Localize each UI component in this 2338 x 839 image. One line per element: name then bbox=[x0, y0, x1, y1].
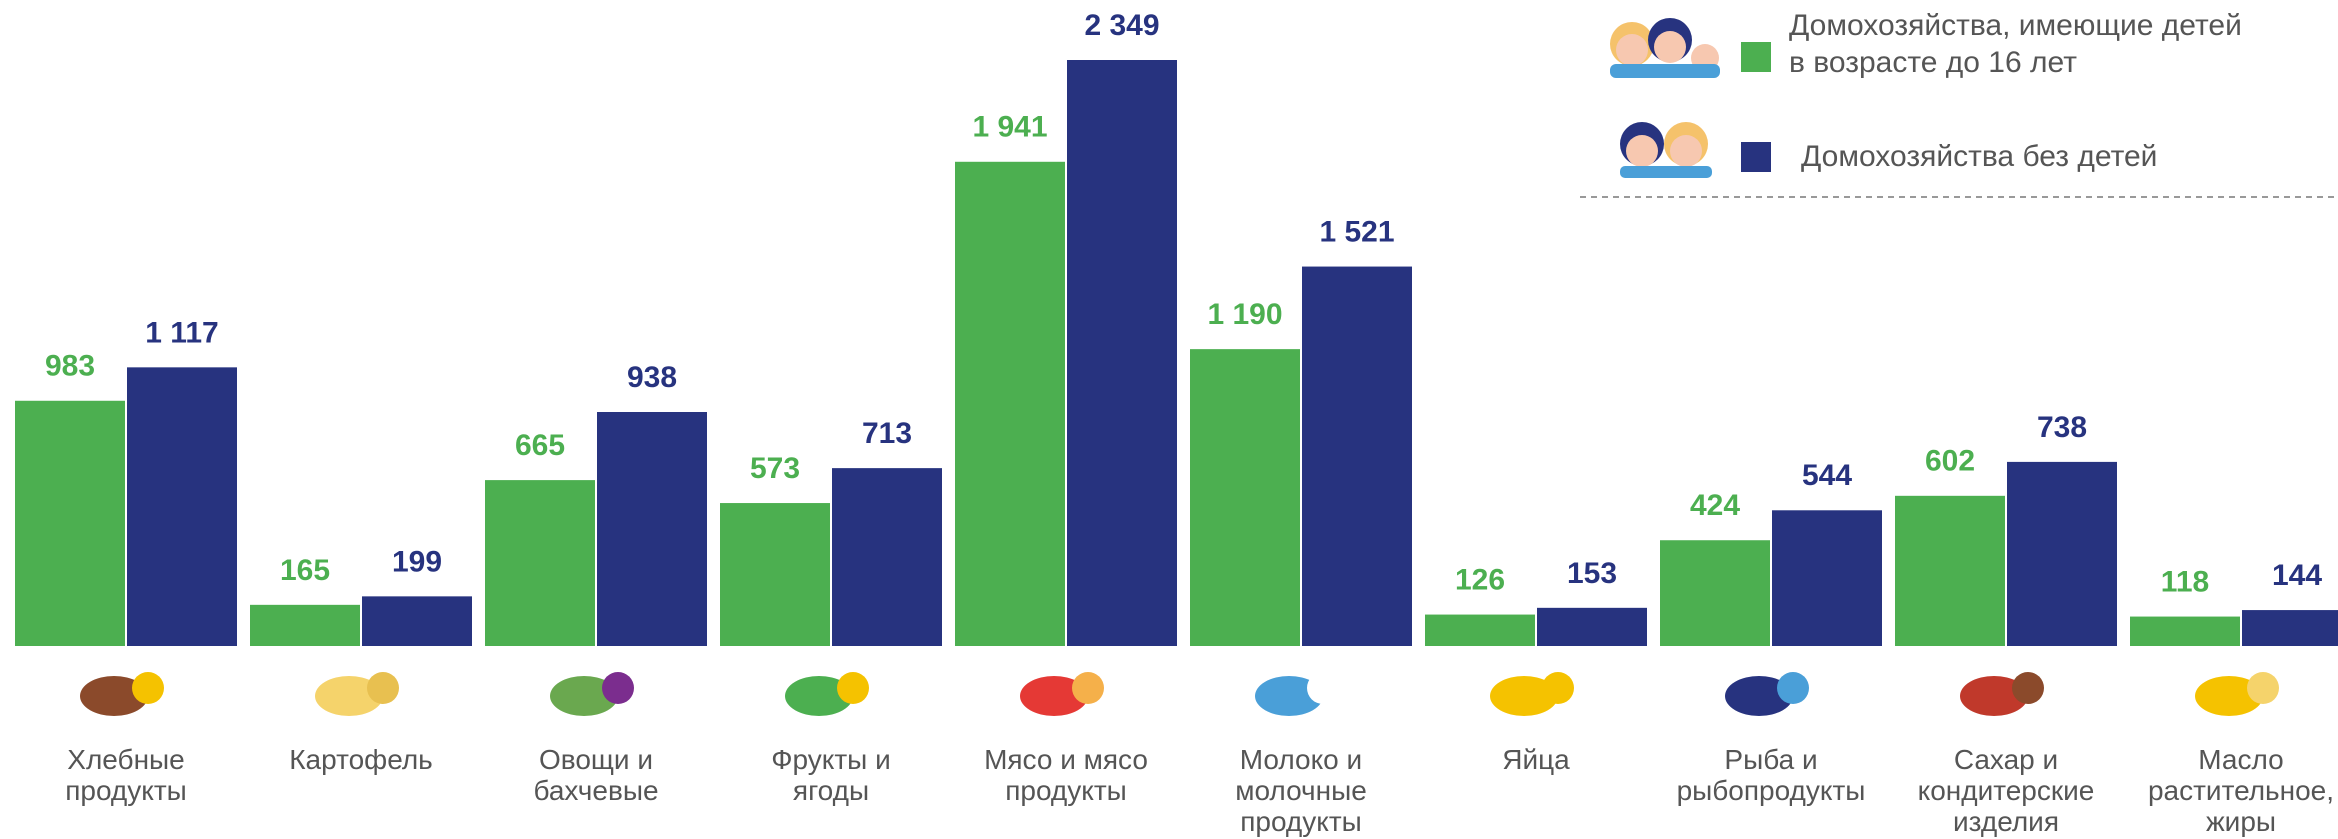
category-label: Молоко и молочные продукты bbox=[1235, 744, 1367, 837]
bar bbox=[485, 480, 595, 646]
value-label: 1 117 bbox=[145, 316, 218, 349]
bar bbox=[2242, 610, 2338, 646]
value-label: 1 521 bbox=[1319, 215, 1394, 248]
icon-shape bbox=[1072, 672, 1104, 704]
value-label: 2 349 bbox=[1084, 9, 1159, 42]
icon-shape bbox=[367, 672, 399, 704]
category-icon bbox=[1490, 672, 1574, 716]
category-label: Фрукты и ягоды bbox=[771, 744, 890, 806]
icon-shape bbox=[1777, 672, 1809, 704]
value-label: 199 bbox=[392, 545, 442, 578]
category-label: Яйца bbox=[1502, 744, 1570, 775]
icon-shape bbox=[1725, 676, 1793, 716]
icon-shape bbox=[80, 676, 148, 716]
category-label: Масло растительное, жиры bbox=[2148, 744, 2334, 837]
bar bbox=[127, 367, 237, 646]
legend-label: Домохозяйства без детей bbox=[1801, 140, 2157, 173]
category-icon bbox=[550, 672, 634, 716]
value-label: 544 bbox=[1802, 459, 1852, 492]
icon-shape bbox=[1020, 676, 1088, 716]
value-label: 983 bbox=[45, 350, 95, 383]
category-icon bbox=[1020, 672, 1104, 716]
category-label: Картофель bbox=[289, 744, 433, 775]
icon-shape bbox=[315, 676, 383, 716]
value-label: 118 bbox=[2161, 565, 2209, 598]
legend-icon-couple bbox=[1620, 122, 1712, 178]
value-label: 126 bbox=[1455, 563, 1505, 596]
value-label: 938 bbox=[627, 361, 677, 394]
icon-shape bbox=[1542, 672, 1574, 704]
icon-shape bbox=[1960, 676, 2028, 716]
bar bbox=[15, 400, 125, 646]
value-label: 424 bbox=[1690, 489, 1740, 522]
bar bbox=[250, 604, 360, 646]
bar bbox=[597, 411, 707, 646]
category-icon bbox=[315, 672, 399, 716]
icon-shape bbox=[2195, 676, 2263, 716]
legend-swatch bbox=[1741, 42, 1771, 72]
bar bbox=[2130, 616, 2240, 646]
bar bbox=[1660, 540, 1770, 646]
bar bbox=[1190, 349, 1300, 646]
bar bbox=[1537, 607, 1647, 646]
legend-label: Домохозяйства, имеющие детей в возрасте д… bbox=[1789, 9, 2242, 79]
bar bbox=[832, 468, 942, 646]
category-icon bbox=[785, 672, 869, 716]
icon-shape bbox=[2247, 672, 2279, 704]
icon-shape bbox=[1307, 672, 1339, 704]
category-label: Мясо и мясо продукты bbox=[984, 744, 1148, 806]
category-icon bbox=[2195, 672, 2279, 716]
category-icon bbox=[1255, 672, 1339, 716]
bar bbox=[1302, 266, 1412, 646]
value-label: 144 bbox=[2272, 559, 2322, 592]
value-label: 573 bbox=[750, 452, 800, 485]
category-icon bbox=[80, 672, 164, 716]
bar bbox=[1067, 60, 1177, 646]
value-label: 1 941 bbox=[972, 111, 1047, 144]
bar bbox=[955, 161, 1065, 646]
icon-shape bbox=[1490, 676, 1558, 716]
bar bbox=[1425, 614, 1535, 646]
icon-shape bbox=[837, 672, 869, 704]
bar bbox=[1895, 495, 2005, 646]
legend-icon-family bbox=[1610, 18, 1720, 78]
category-icon bbox=[1725, 672, 1809, 716]
bar bbox=[2007, 461, 2117, 646]
icon-shape bbox=[550, 676, 618, 716]
icon-shape bbox=[132, 672, 164, 704]
icon-shape bbox=[785, 676, 853, 716]
category-label: Рыба и рыбопродукты bbox=[1677, 744, 1866, 806]
bar bbox=[720, 503, 830, 646]
legend-swatch bbox=[1741, 142, 1771, 172]
category-label: Хлебные продукты bbox=[65, 744, 187, 806]
category-label: Сахар и кондитерские изделия bbox=[1918, 744, 2095, 837]
icon-shape bbox=[2012, 672, 2044, 704]
category-label: Овощи и бахчевые bbox=[533, 744, 658, 806]
value-label: 153 bbox=[1567, 557, 1617, 590]
value-label: 713 bbox=[862, 417, 912, 450]
bar bbox=[362, 596, 472, 646]
bar bbox=[1772, 510, 1882, 646]
value-label: 665 bbox=[515, 429, 565, 462]
value-label: 738 bbox=[2037, 411, 2087, 444]
category-icon bbox=[1960, 672, 2044, 716]
value-label: 602 bbox=[1925, 445, 1975, 478]
value-label: 1 190 bbox=[1207, 298, 1282, 331]
icon-shape bbox=[602, 672, 634, 704]
icon-shape bbox=[1255, 676, 1323, 716]
value-label: 165 bbox=[280, 554, 330, 587]
